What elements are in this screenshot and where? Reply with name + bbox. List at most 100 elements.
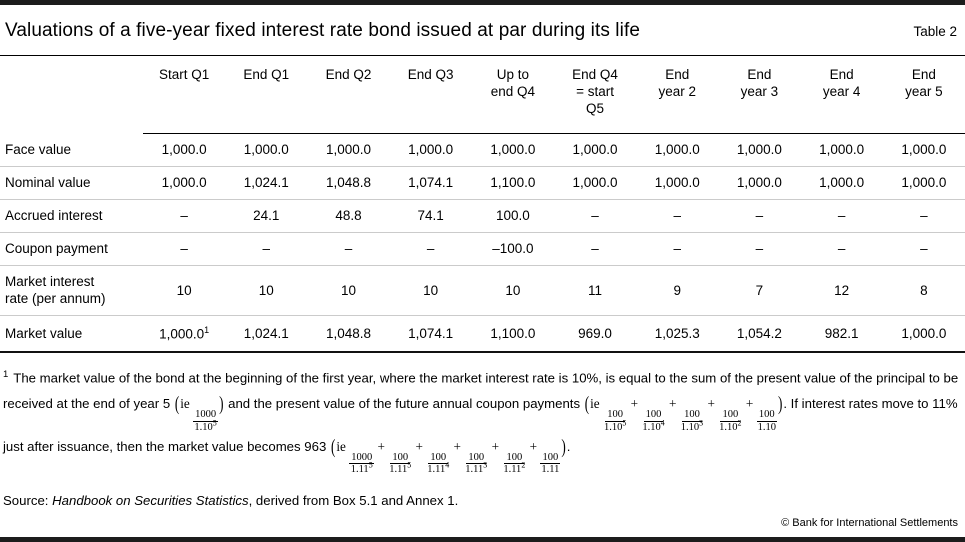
exponent: 2: [737, 418, 742, 428]
table-cell: 1,000.0: [819, 142, 865, 157]
table-cell: 1,000.0: [161, 142, 207, 157]
row-label: Market value: [0, 314, 144, 353]
table-cell: 7: [718, 264, 801, 315]
exponent: 3: [699, 418, 704, 428]
table-cell: 10: [389, 264, 472, 315]
table-row: Market interest rate (per annum) 10 10 10 10…: [0, 264, 965, 315]
table-cell: 1,000.0: [882, 165, 965, 199]
exponent: 5: [368, 460, 373, 470]
table-cell: –: [718, 231, 801, 265]
fraction: 100 1.11: [540, 451, 561, 477]
fraction: 100 1.102: [718, 409, 742, 434]
table-cell: –: [553, 231, 637, 265]
table-body: Face value 1,000.0 1,000.0 1,000.0 1,000.0 1,…: [0, 133, 965, 353]
table-cell: 1,100.0: [471, 314, 554, 353]
fraction-denominator: 1.104: [642, 418, 665, 434]
table-cell: 1,074.1: [389, 314, 472, 353]
table-cell: 10: [143, 264, 226, 315]
fraction-denominator: 1.114: [427, 460, 450, 476]
table-cell: –100.0: [471, 231, 554, 265]
fraction: 100 1.115: [388, 452, 412, 477]
table-cell: 1,024.1: [225, 165, 308, 199]
big-parenthesis: (: [174, 391, 180, 416]
fraction-numerator: 100: [540, 451, 561, 465]
table-row: Face value 1,000.0 1,000.0 1,000.0 1,000.0 1,…: [0, 133, 965, 166]
table-cell: 1,000.0: [143, 165, 226, 199]
table-cell: –: [636, 198, 719, 232]
fraction-denominator: 1.115: [350, 460, 373, 476]
column-header: End Q4 = start Q5: [553, 56, 637, 134]
table-cell: 1,024.1: [225, 314, 308, 353]
row-label: Coupon payment: [0, 231, 144, 265]
fraction: 100 1.105: [603, 409, 627, 434]
exponent: 2: [521, 460, 526, 470]
column-header: End year 5: [882, 56, 965, 134]
table-cell: –: [800, 231, 883, 265]
fraction: 100 1.104: [641, 409, 665, 434]
table-cell: –: [882, 198, 965, 232]
fraction-denominator: 1.113: [465, 460, 488, 476]
fraction-denominator: 1.10: [757, 422, 776, 434]
page: Valuations of a five-year fixed interest…: [0, 20, 965, 529]
fraction-numerator: 1000: [349, 451, 375, 465]
big-parenthesis: ): [561, 434, 566, 458]
table-row: Coupon payment – – – – –100.0– – – – –: [0, 231, 965, 265]
big-parenthesis: ): [219, 391, 224, 416]
table-row: Market value 1,000.01 1,024.1 1,048.8 1,074.…: [0, 314, 965, 353]
row-label-header: [0, 56, 143, 133]
column-header: Start Q1: [143, 56, 226, 134]
exponent: 5: [407, 460, 412, 470]
column-header: End year 3: [718, 56, 801, 134]
fraction-denominator: 1.105: [603, 418, 627, 434]
big-parenthesis: (: [330, 434, 336, 458]
bottom-rule: [0, 537, 965, 542]
table-cell: 1,000.0: [901, 142, 947, 157]
table-cell: 1,000.0: [654, 142, 700, 157]
table-row: Accrued interest –24.1 48.8 74.1 100.0– – – – –: [0, 198, 965, 232]
table-cell: –: [718, 198, 801, 232]
table-cell: 11: [553, 264, 637, 315]
math-text: +: [704, 396, 719, 412]
table-cell: 1,000.0: [553, 165, 637, 199]
fraction: 100 1.112: [502, 452, 526, 477]
table-cell: 1,000.0: [325, 142, 371, 157]
row-label: Face value: [5, 141, 72, 157]
table-cell: 12: [800, 264, 883, 315]
fraction-numerator: 100: [756, 409, 777, 423]
table-cell: –: [143, 198, 226, 232]
exponent: 5: [622, 418, 627, 428]
table-cell: –: [636, 231, 719, 265]
table-cell: 1,000.0: [572, 142, 618, 157]
exponent: 4: [445, 460, 450, 470]
footnote: 1 The market value of the bond at the beg…: [3, 369, 959, 477]
table-cell: 1,000.0: [800, 165, 883, 199]
math-text: +: [742, 396, 757, 412]
fraction-denominator: 1.103: [680, 418, 704, 434]
table-cell: 1,000.01: [143, 314, 226, 353]
table-cell: –: [800, 198, 883, 232]
math-text: ie: [180, 396, 194, 412]
fraction-numerator: 100: [466, 451, 487, 465]
column-header: Up to end Q4: [471, 56, 554, 134]
column-header: End Q3: [389, 56, 472, 134]
fraction: 100 1.113: [464, 452, 488, 477]
copyright-notice: © Bank for International Settlements: [781, 517, 958, 529]
table-cell: 74.1: [389, 198, 472, 232]
fraction-denominator: 1.11: [541, 464, 560, 476]
table-cell: 48.8: [307, 198, 390, 232]
math-text: ie: [336, 438, 350, 454]
table-cell: 982.1: [800, 314, 883, 353]
math-text: +: [488, 438, 503, 454]
publication-title: Handbook on Securities Statistics: [52, 493, 249, 509]
header-row: Start Q1 End Q1 End Q2 End Q3 Up to end Q4 En…: [0, 56, 965, 134]
table-cell: 8: [882, 264, 965, 315]
table-row: Nominal value 1,000.0 1,024.1 1,048.8 1,074.…: [0, 165, 965, 199]
table-cell: 9: [636, 264, 719, 315]
table-header: Start Q1 End Q1 End Q2 End Q3 Up to end Q4 En…: [0, 56, 965, 134]
fraction-numerator: 100: [390, 451, 411, 465]
table-cell: 1,000.0: [736, 142, 782, 157]
table-cell: 10: [307, 264, 390, 315]
fraction: 100 1.114: [426, 452, 450, 477]
title-underline: [0, 55, 965, 56]
table-cell: 10: [225, 264, 308, 315]
